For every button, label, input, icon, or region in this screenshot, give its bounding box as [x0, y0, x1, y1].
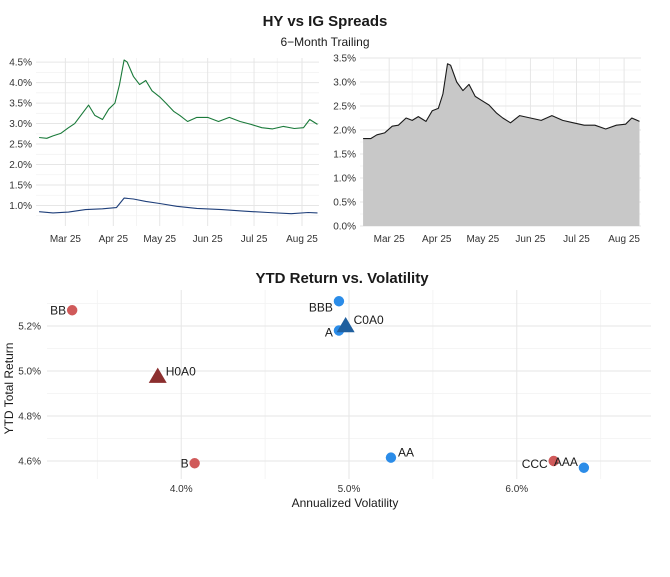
x-axis-title: Annualized Volatility [292, 496, 399, 510]
series-line-0 [39, 59, 318, 139]
y-axis-title: YTD Total Return [2, 343, 16, 435]
point-label-bbb: BBB [309, 300, 333, 314]
point-aa [385, 452, 397, 463]
point-b [189, 458, 200, 469]
y-tick-label: 5.0% [18, 367, 41, 378]
y-tick-label: 3.5% [9, 99, 32, 110]
point-bbb [333, 296, 345, 307]
point-label-h0a0: H0A0 [166, 365, 196, 379]
point-ccc [548, 455, 559, 467]
y-tick-label: 1.5% [333, 150, 356, 161]
series-line-0 [363, 63, 640, 140]
x-tick-label: May 25 [466, 234, 499, 245]
x-tick-label: Apr 25 [422, 234, 452, 245]
point-bb [66, 305, 78, 316]
y-tick-label: 2.0% [333, 126, 356, 137]
series-line-1 [39, 197, 318, 215]
y-tick-label: 4.0% [9, 78, 32, 89]
scatter-title: YTD Return vs. Volatility [255, 270, 429, 287]
y-tick-label: 3.5% [333, 54, 356, 65]
x-tick-label: Mar 25 [50, 234, 82, 245]
y-tick-label: 0.5% [333, 198, 356, 209]
x-tick-label: Apr 25 [99, 234, 129, 245]
x-tick-label: Aug 25 [608, 234, 640, 245]
x-tick-label: Jul 25 [563, 234, 590, 245]
y-tick-label: 5.2% [18, 322, 41, 333]
y-tick-label: 1.0% [333, 174, 356, 185]
y-tick-label: 2.0% [9, 160, 32, 171]
point-c0a0-triangle [336, 317, 355, 333]
x-tick-label: Jun 25 [515, 234, 545, 245]
y-tick-label: 0.0% [333, 222, 356, 233]
point-label-a: A [325, 326, 333, 340]
spreads-subtitle: 6−Month Trailing [280, 35, 369, 49]
y-tick-label: 4.5% [9, 58, 32, 69]
x-tick-label: 4.0% [170, 484, 193, 495]
x-tick-label: 6.0% [505, 484, 528, 495]
return-volatility-scatter: 4.0% 5.0% 6.0% 4.6% 4.8% 5.0% 5.2% Annualized V… [2, 290, 651, 510]
x-tick-label: Mar 25 [374, 234, 406, 245]
x-tick-label: Aug 25 [286, 234, 318, 245]
spread-area-fill [363, 63, 640, 226]
y-tick-label: 3.0% [333, 78, 356, 89]
point-label-aa: AA [398, 446, 414, 460]
point-label-c0a0: C0A0 [354, 313, 384, 327]
y-tick-label: 3.0% [9, 119, 32, 130]
y-tick-label: 4.8% [18, 412, 41, 423]
y-tick-label: 1.5% [9, 181, 32, 192]
hy-spread-line-chart: 1.0% 1.5% 2.0% 2.5% 3.0% 3.5% 4.0% 4.5% Mar 25 Ap… [9, 58, 319, 245]
point-aaa [578, 462, 590, 473]
x-tick-label: Jul 25 [241, 234, 268, 245]
y-tick-label: 2.5% [333, 102, 356, 113]
y-tick-label: 1.0% [9, 201, 32, 212]
x-tick-label: Jun 25 [193, 234, 223, 245]
y-tick-label: 4.6% [18, 457, 41, 468]
point-label-b: B [181, 456, 189, 470]
x-tick-label: 5.0% [338, 484, 361, 495]
x-tick-label: May 25 [143, 234, 176, 245]
ig-spread-area-chart: 0.0% 0.5% 1.0% 1.5% 2.0% 2.5% 3.0% 3.5% Mar 25 Ap… [333, 54, 641, 245]
point-label-ccc: CCC [522, 457, 548, 471]
point-label-aaa: AAA [554, 455, 578, 469]
y-tick-label: 2.5% [9, 140, 32, 151]
point-h0a0-triangle [148, 367, 167, 383]
point-label-bb: BB [50, 303, 66, 317]
spreads-title: HY vs IG Spreads [263, 13, 388, 30]
